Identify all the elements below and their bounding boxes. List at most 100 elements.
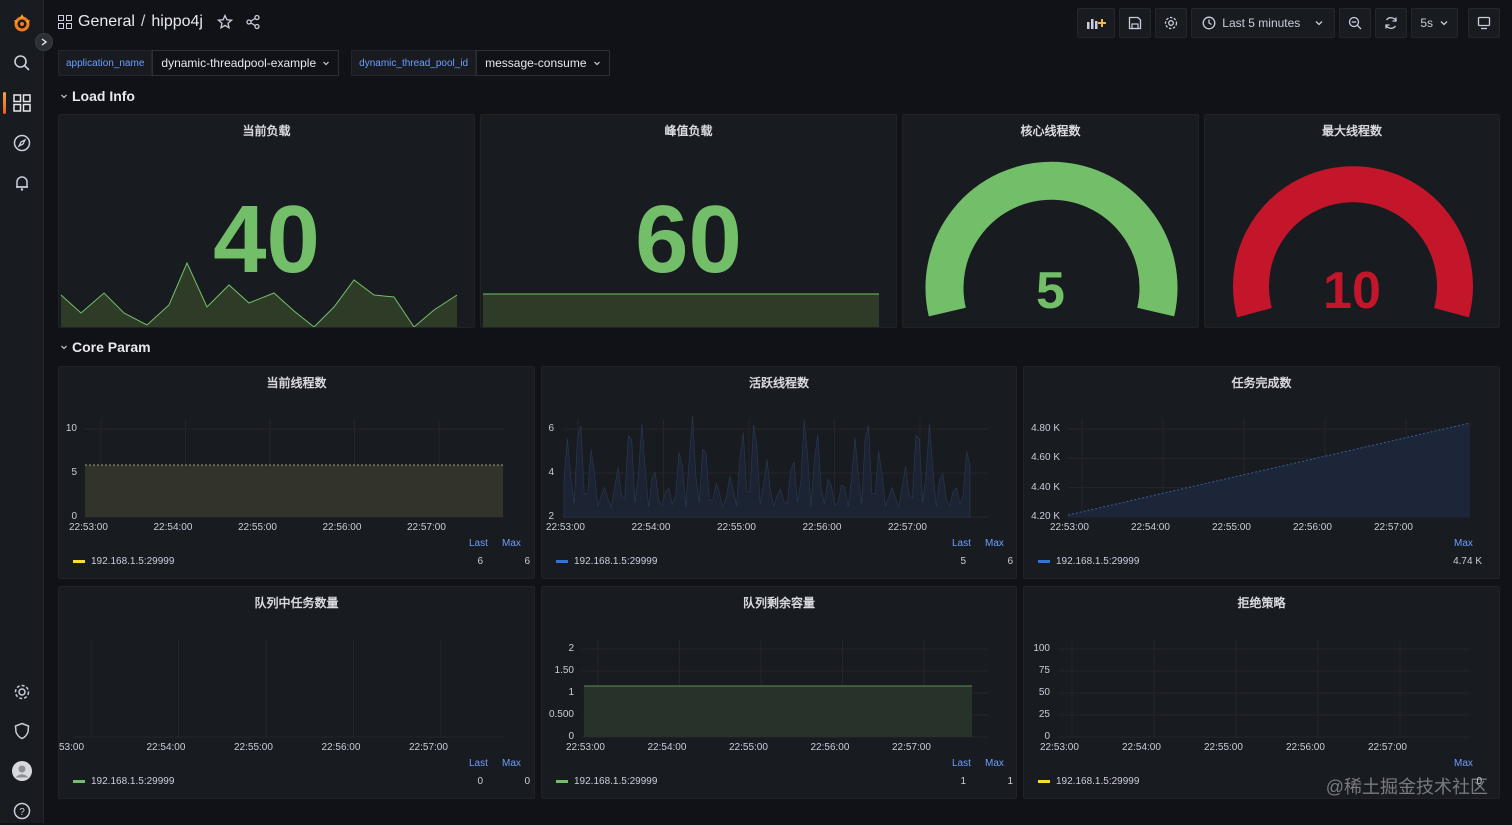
refresh-interval-picker[interactable]: 5s [1411, 8, 1458, 38]
legend-header-last[interactable]: Last [469, 758, 488, 769]
legend-header-max[interactable]: Max [985, 758, 1004, 769]
chevron-down-icon [1439, 18, 1449, 28]
legend-header-max[interactable]: Max [502, 758, 521, 769]
x-tick-label: 22:57:00 [892, 742, 931, 753]
x-tick-label: 22:57:00 [888, 522, 927, 533]
y-tick-label: 5 [71, 467, 77, 478]
breadcrumb-separator: / [141, 13, 145, 31]
grafana-logo-icon[interactable] [8, 9, 36, 37]
y-tick-label: 75 [1039, 665, 1050, 676]
y-tick-label: 4.60 K [1031, 452, 1060, 463]
legend-value-max: 0 [524, 776, 530, 787]
active-indicator [3, 92, 6, 114]
legend-value-max: 6 [1007, 556, 1013, 567]
legend-header-max[interactable]: Max [1454, 758, 1473, 769]
graph-plot [59, 367, 535, 579]
server-admin-shield-icon[interactable] [8, 717, 36, 745]
x-tick-label: 22:57:00 [409, 742, 448, 753]
alerting-bell-icon[interactable] [8, 169, 36, 197]
series-color-swatch [1038, 780, 1050, 783]
variable-select[interactable]: message-consume [476, 50, 609, 76]
row-load-info[interactable]: Load Info [60, 88, 135, 104]
user-avatar-icon[interactable] [8, 757, 36, 785]
legend-header-last[interactable]: Last [952, 538, 971, 549]
y-tick-label: 0.500 [549, 709, 574, 720]
legend-header-last[interactable]: Last [952, 758, 971, 769]
x-tick-label: 22:53:00 [566, 742, 605, 753]
zoom-out-button[interactable] [1339, 8, 1371, 38]
legend-value-last: 5 [960, 556, 966, 567]
y-tick-label: 1.50 [555, 665, 574, 676]
dashboard-settings-button[interactable] [1155, 8, 1187, 38]
legend-series[interactable]: 192.168.1.5:29999 [1038, 556, 1139, 567]
series-name: 192.168.1.5:29999 [1056, 556, 1139, 567]
dashboards-icon[interactable] [8, 89, 36, 117]
legend-series[interactable]: 192.168.1.5:29999 [556, 556, 657, 567]
add-panel-button[interactable] [1077, 8, 1115, 38]
explore-compass-icon[interactable] [8, 129, 36, 157]
time-picker-button[interactable]: Last 5 minutes [1191, 8, 1335, 38]
gear-icon [1164, 16, 1178, 30]
series-area [584, 686, 972, 737]
graph-plot [1024, 367, 1500, 579]
dashboard-title[interactable]: hippo4j [151, 13, 203, 31]
expand-sidebar-button[interactable] [35, 33, 53, 51]
star-icon[interactable] [217, 14, 233, 30]
chevron-down-icon [60, 343, 68, 351]
help-icon[interactable]: ? [8, 797, 36, 825]
panel-max-threads[interactable]: 最大线程数 10 [1204, 114, 1500, 328]
graph-plot [1024, 587, 1500, 799]
row-core-param[interactable]: Core Param [60, 339, 151, 355]
share-icon[interactable] [245, 14, 261, 30]
refresh-button[interactable] [1375, 8, 1407, 38]
panel-core-threads[interactable]: 核心线程数 5 [902, 114, 1199, 328]
watermark: @稀土掘金技术社区 [1326, 773, 1488, 799]
legend-header-max[interactable]: Max [985, 538, 1004, 549]
series-area [85, 465, 503, 517]
chevron-down-icon [60, 92, 68, 100]
y-tick-label: 4.80 K [1031, 423, 1060, 434]
series-name: 192.168.1.5:29999 [1056, 776, 1139, 787]
series-color-swatch [556, 560, 568, 563]
series-area [564, 416, 970, 517]
x-tick-label: 22:54:00 [154, 522, 193, 533]
legend-header-max[interactable]: Max [502, 538, 521, 549]
variable-select[interactable]: dynamic-threadpool-example [152, 50, 339, 76]
y-tick-label: 10 [66, 423, 77, 434]
x-tick-label: 22:53:00 [546, 522, 585, 533]
variable-label: dynamic_thread_pool_id [351, 50, 476, 76]
panel-peak-load[interactable]: 峰值负载 60 [480, 114, 897, 328]
add-panel-icon [1086, 16, 1106, 30]
save-dashboard-button[interactable] [1119, 8, 1151, 38]
legend-series[interactable]: 192.168.1.5:29999 [73, 776, 174, 787]
x-tick-label: 22:55:00 [729, 742, 768, 753]
y-tick-label: 6 [548, 423, 554, 434]
x-tick-label: 22:55:00 [234, 742, 273, 753]
x-tick-label: 22:55:00 [1212, 522, 1251, 533]
configuration-gear-icon[interactable] [8, 678, 36, 706]
save-icon [1128, 16, 1142, 30]
panel-current-load[interactable]: 当前负载 40 [58, 114, 475, 328]
breadcrumb-folder[interactable]: General [78, 13, 135, 31]
x-tick-label: 53:00 [59, 742, 84, 753]
x-tick-label: 22:54:00 [648, 742, 687, 753]
legend-header-last[interactable]: Last [469, 538, 488, 549]
y-tick-label: 100 [1033, 643, 1050, 654]
legend-header-max[interactable]: Max [1454, 538, 1473, 549]
legend-series[interactable]: 192.168.1.5:29999 [1038, 776, 1139, 787]
series-name: 192.168.1.5:29999 [574, 556, 657, 567]
monitor-icon [1477, 16, 1491, 30]
search-icon[interactable] [8, 49, 36, 77]
tv-mode-button[interactable] [1468, 8, 1500, 38]
y-tick-label: 0 [71, 511, 77, 522]
y-tick-label: 2 [548, 511, 554, 522]
legend-series[interactable]: 192.168.1.5:29999 [556, 776, 657, 787]
legend-series[interactable]: 192.168.1.5:29999 [73, 556, 174, 567]
legend-value-last: 1 [960, 776, 966, 787]
